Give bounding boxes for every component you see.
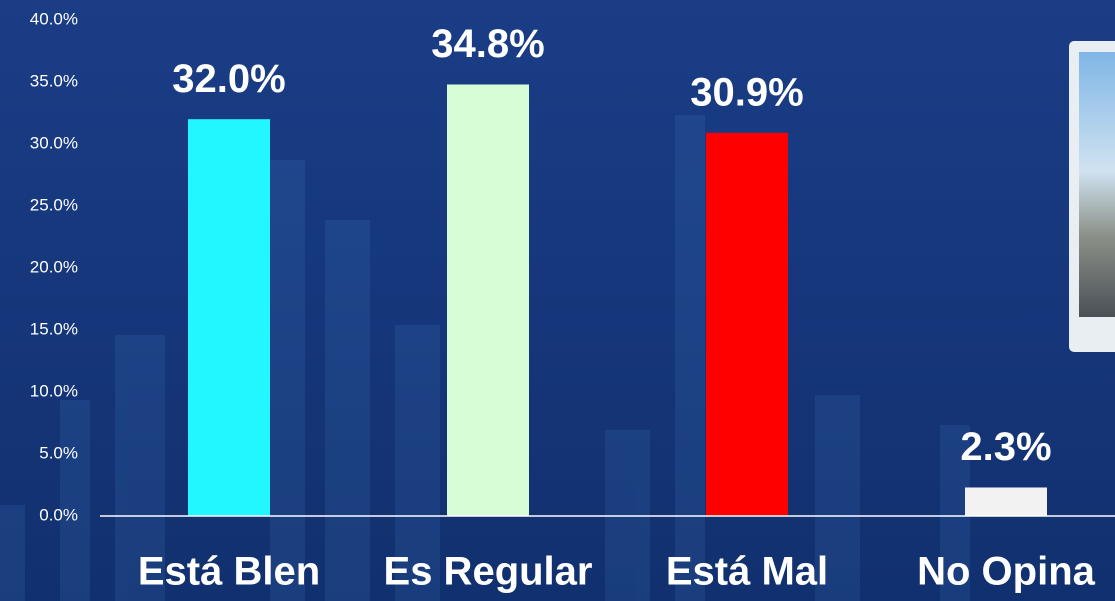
y-tick-label: 0.0% [39, 505, 78, 524]
value-label: 32.0% [172, 57, 285, 101]
y-tick-label: 35.0% [30, 71, 78, 90]
chart: 0.0% 5.0% 10.0% 15.0% 20.0% 25.0% 30.0% 35.0% 40… [0, 0, 1115, 601]
y-tick-label: 10.0% [30, 381, 78, 400]
y-tick-label: 30.0% [30, 133, 78, 152]
y-tick-label: 15.0% [30, 319, 78, 338]
value-label: 34.8% [431, 22, 544, 66]
photo [1079, 52, 1115, 317]
page: 0.0% 5.0% 10.0% 15.0% 20.0% 25.0% 30.0% 35.0% 40… [0, 0, 1115, 601]
bar [188, 119, 270, 516]
x-tick-label: No Opina [917, 550, 1096, 594]
bar [706, 133, 788, 516]
x-tick-label: Está Blen [138, 550, 320, 594]
x-tick-label: Es Regular [384, 550, 593, 594]
value-label: 30.9% [690, 70, 803, 114]
bar [965, 487, 1047, 516]
y-tick-label: 25.0% [30, 195, 78, 214]
value-label: 2.3% [960, 425, 1051, 469]
y-tick-label: 20.0% [30, 257, 78, 276]
y-tick-label: 40.0% [30, 9, 78, 28]
x-tick-label: Está Mal [666, 550, 828, 594]
bar [447, 84, 529, 516]
y-tick-label: 5.0% [39, 443, 78, 462]
